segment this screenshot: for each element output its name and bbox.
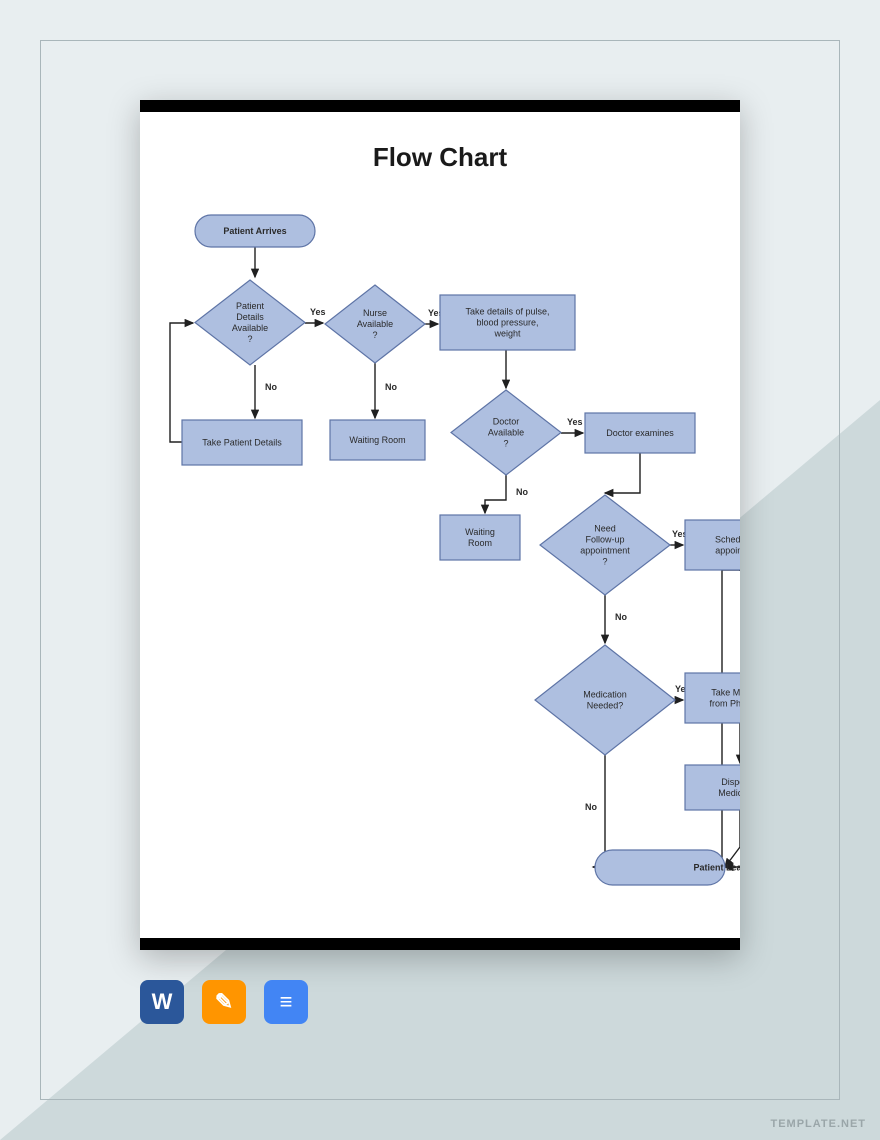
page-top-bar bbox=[140, 100, 740, 112]
node-p3: Waiting Room bbox=[330, 420, 425, 460]
node-start: Patient Arrives bbox=[195, 215, 315, 247]
node-label: from Pharmacy bbox=[709, 699, 740, 709]
node-d4: NeedFollow-upappointment? bbox=[540, 495, 670, 595]
pages-icon[interactable]: ✎ bbox=[202, 980, 246, 1024]
flow-edge bbox=[605, 453, 640, 493]
node-label: weight bbox=[493, 329, 521, 339]
flowchart-canvas: YesNoYesNoYesNoYesNoYesNoPatient Arrives… bbox=[140, 195, 740, 935]
node-label: Waiting Room bbox=[349, 435, 405, 445]
format-icons-row: W ✎ ≡ bbox=[140, 980, 308, 1024]
node-label: Doctor bbox=[493, 417, 520, 427]
node-label: Take Patient Details bbox=[202, 438, 282, 448]
node-d5: MedicationNeeded? bbox=[535, 645, 675, 755]
edge-label: No bbox=[265, 382, 277, 392]
page-title: Flow Chart bbox=[140, 142, 740, 173]
node-label: ? bbox=[602, 557, 607, 567]
node-p2: Take details of pulse,blood pressure,wei… bbox=[440, 295, 575, 350]
node-label: appointment bbox=[580, 546, 630, 556]
node-label: ? bbox=[503, 439, 508, 449]
node-label: Room bbox=[468, 538, 492, 548]
node-p7: Take Medicinefrom Pharmacy bbox=[685, 673, 740, 723]
document-page: Flow Chart YesNoYesNoYesNoYesNoYesNoPati… bbox=[140, 100, 740, 950]
node-label: Details bbox=[236, 312, 264, 322]
node-label: Follow-up bbox=[585, 535, 624, 545]
page-bottom-bar bbox=[140, 938, 740, 950]
edge-label: No bbox=[385, 382, 397, 392]
gdocs-icon[interactable]: ≡ bbox=[264, 980, 308, 1024]
node-p6: Schedule anappointment bbox=[685, 520, 740, 570]
node-label: Nurse bbox=[363, 308, 387, 318]
edge-label: No bbox=[516, 487, 528, 497]
word-icon[interactable]: W bbox=[140, 980, 184, 1024]
node-label: Doctor examines bbox=[606, 428, 674, 438]
flow-edge bbox=[725, 810, 740, 867]
node-label: Patient Leaves bbox=[693, 863, 740, 873]
node-p1: Take Patient Details bbox=[182, 420, 302, 465]
edge-label: No bbox=[585, 802, 597, 812]
node-label: Available bbox=[488, 428, 524, 438]
node-d1: PatientDetailsAvailable? bbox=[195, 280, 305, 365]
node-label: ? bbox=[247, 334, 252, 344]
edge-label: Yes bbox=[310, 307, 326, 317]
node-label: Take details of pulse, bbox=[465, 307, 549, 317]
watermark: TEMPLATE.NET bbox=[770, 1118, 866, 1130]
node-label: Patient Arrives bbox=[223, 226, 286, 236]
node-p8: DispenseMedication bbox=[685, 765, 740, 810]
node-d2: NurseAvailable? bbox=[325, 285, 425, 363]
node-label: Take Medicine bbox=[711, 688, 740, 698]
edge-label: No bbox=[615, 612, 627, 622]
node-label: Schedule an bbox=[715, 535, 740, 545]
node-label: Dispense bbox=[721, 777, 740, 787]
node-p5: WaitingRoom bbox=[440, 515, 520, 560]
node-label: Waiting bbox=[465, 527, 495, 537]
node-label: Patient bbox=[236, 301, 265, 311]
node-label: Medication bbox=[583, 690, 627, 700]
node-end: Patient Leaves bbox=[595, 850, 740, 885]
node-label: blood pressure, bbox=[476, 318, 538, 328]
node-p4: Doctor examines bbox=[585, 413, 695, 453]
node-label: Available bbox=[357, 319, 393, 329]
node-label: Available bbox=[232, 323, 268, 333]
node-label: Medication bbox=[718, 788, 740, 798]
edge-label: Yes bbox=[567, 417, 583, 427]
flow-edge bbox=[485, 475, 506, 513]
node-label: Needed? bbox=[587, 701, 624, 711]
node-d3: DoctorAvailable? bbox=[451, 390, 561, 475]
node-label: appointment bbox=[715, 546, 740, 556]
node-label: Need bbox=[594, 524, 616, 534]
node-label: ? bbox=[372, 330, 377, 340]
